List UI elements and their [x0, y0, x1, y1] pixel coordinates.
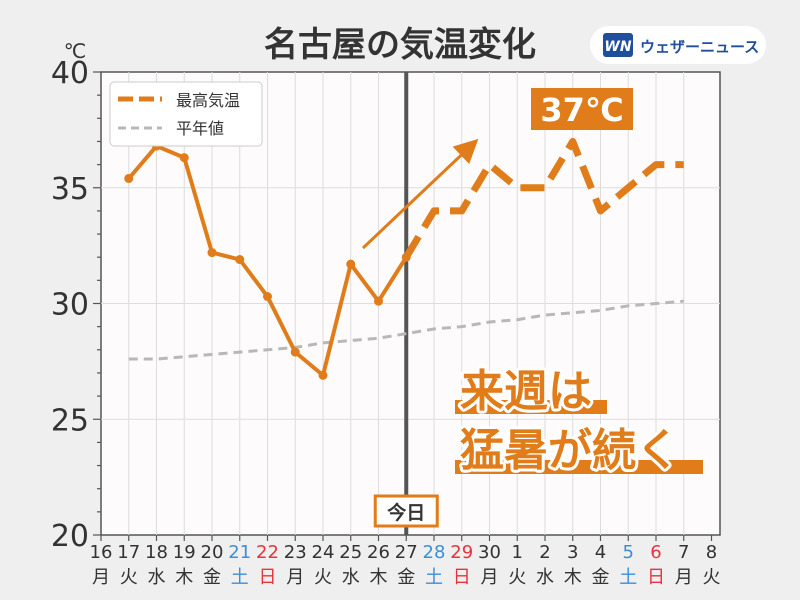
x-tick-label-day: 21	[228, 542, 251, 563]
x-tick-label-day: 18	[145, 542, 168, 563]
brand-name: ウェザーニュース	[640, 38, 759, 56]
trend-arrow-icon	[361, 138, 479, 250]
x-tick-label-weekday: 木	[564, 567, 582, 588]
y-tick-label: 30	[51, 288, 89, 323]
x-tick-label-day: 29	[450, 542, 473, 563]
x-tick-label-day: 5	[623, 542, 634, 563]
x-tick-label-day: 24	[312, 542, 335, 563]
observed-point	[290, 347, 300, 357]
observed-point	[346, 259, 356, 269]
y-tick-label: 40	[51, 56, 89, 91]
x-tick-label-weekday: 木	[370, 567, 388, 588]
comment-highlight-2	[455, 460, 703, 474]
x-tick-label-weekday: 木	[175, 567, 193, 588]
comment-line-2: 猛暑が続く	[460, 425, 680, 476]
today-label-box	[373, 494, 439, 528]
x-tick-label-weekday: 水	[342, 567, 360, 588]
chart-title: 名古屋の気温変化	[264, 25, 536, 65]
x-tick-label-weekday: 火	[703, 567, 721, 588]
observed-point	[179, 153, 189, 163]
x-tick-label-weekday: 日	[453, 567, 471, 588]
x-tick-label-day: 8	[706, 542, 717, 563]
y-axis-unit: ℃	[64, 39, 86, 63]
x-tick-label-weekday: 金	[397, 567, 415, 588]
x-tick-label-weekday: 月	[481, 567, 499, 588]
observed-point	[124, 173, 134, 183]
x-tick-label-weekday: 火	[508, 567, 526, 588]
normal-series	[128, 299, 684, 361]
observed-point	[263, 292, 272, 302]
x-tick-label-day: 7	[678, 542, 689, 563]
x-tick-label-weekday: 金	[203, 567, 221, 588]
x-tick-label-weekday: 月	[286, 567, 304, 588]
x-tick-label-weekday: 日	[259, 567, 277, 588]
brand-logo-icon	[603, 33, 633, 57]
y-axis-ticks: 20 25 30 35 40	[51, 56, 101, 554]
x-tick-label-weekday: 火	[120, 567, 138, 588]
brand-badge-background	[590, 26, 766, 64]
y-tick-label: 20	[51, 519, 89, 554]
x-tick-label-day: 30	[478, 542, 501, 563]
x-tick-label-day: 19	[173, 542, 196, 563]
x-tick-label-day: 1	[512, 542, 523, 563]
observed-point	[318, 370, 328, 380]
x-tick-label-day: 16	[90, 542, 113, 563]
comment-highlight-1	[455, 400, 607, 414]
x-tick-label-day: 28	[423, 542, 446, 563]
grid-lines	[101, 72, 720, 535]
x-tick-label-day: 4	[595, 542, 606, 563]
y-tick-label: 35	[51, 172, 89, 207]
x-tick-label-day: 23	[284, 542, 307, 563]
x-tick-label-day: 26	[367, 542, 390, 563]
peak-annotation: 37℃	[531, 88, 633, 130]
normal-line	[128, 299, 684, 361]
y-tick-label: 25	[51, 403, 89, 438]
x-tick-label-weekday: 火	[314, 567, 332, 588]
x-tick-label-weekday: 水	[148, 567, 166, 588]
x-tick-label-day: 25	[339, 542, 362, 563]
x-tick-label-day: 20	[201, 542, 224, 563]
forecast-line	[403, 137, 684, 259]
observed-point	[207, 248, 217, 258]
x-tick-label-weekday: 月	[92, 567, 110, 588]
brand-badge: WN ウェザーニュース	[590, 26, 766, 64]
brand-logo-letters: WN	[604, 39, 631, 55]
x-tick-label-weekday: 水	[536, 567, 554, 588]
comment-annotation: 来週は 猛暑が続く	[455, 363, 703, 479]
x-axis-ticks: 16月17火18水19木20金21土22日23月24火25水26木27金28土2…	[90, 535, 721, 588]
x-tick-label-weekday: 土	[231, 567, 249, 588]
x-tick-label-weekday: 日	[647, 567, 665, 588]
observed-point	[374, 296, 383, 306]
legend-label-max-temp: 最高気温	[176, 91, 240, 110]
legend: 最高気温 平年値	[109, 81, 263, 147]
x-tick-label-day: 3	[567, 542, 578, 563]
observed-point	[235, 255, 245, 265]
forecast-series	[403, 137, 684, 259]
today-marker: 今日	[373, 72, 439, 535]
peak-label: 37℃	[540, 91, 623, 129]
x-tick-label-weekday: 月	[675, 567, 693, 588]
x-tick-label-weekday: 金	[592, 567, 610, 588]
x-tick-label-day: 17	[117, 542, 140, 563]
peak-label-background	[531, 88, 633, 130]
x-tick-label-day: 22	[256, 542, 279, 563]
x-tick-label-weekday: 土	[425, 567, 443, 588]
x-tick-label-weekday: 土	[619, 567, 637, 588]
today-label: 今日	[386, 501, 425, 524]
legend-label-normal: 平年値	[176, 119, 224, 138]
comment-line-1: 来週は	[460, 366, 592, 417]
x-tick-label-day: 27	[395, 542, 418, 563]
x-tick-label-day: 6	[650, 542, 661, 563]
x-tick-label-day: 2	[539, 542, 550, 563]
